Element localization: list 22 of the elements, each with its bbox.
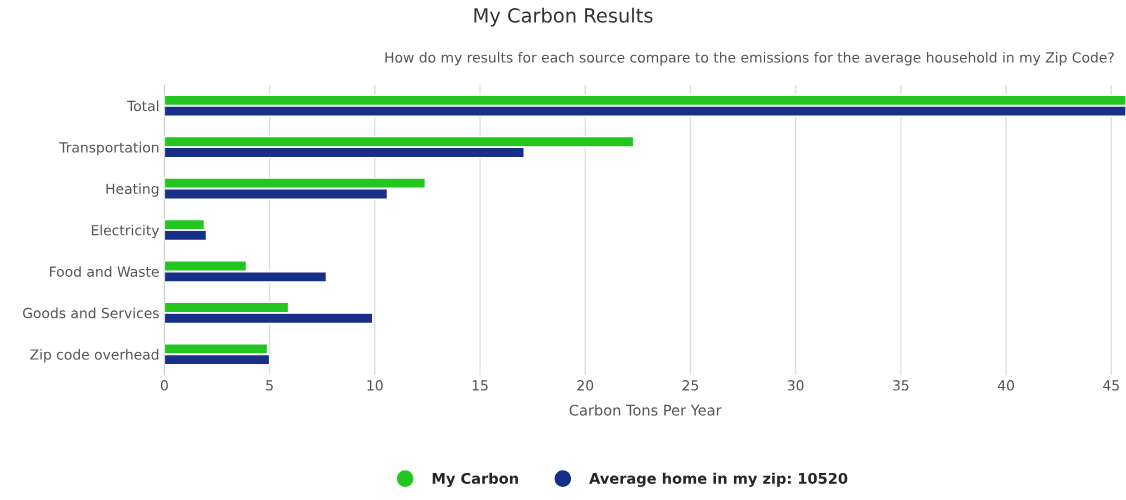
x-tick-label: 20 — [577, 380, 594, 391]
legend-label: My Carbon — [432, 472, 518, 487]
x-tick-label: 40 — [997, 380, 1014, 391]
x-tick-label: 0 — [160, 380, 168, 391]
x-tick-label: 15 — [472, 380, 488, 391]
x-tick-label: 30 — [787, 380, 804, 391]
y-tick-label: Heating — [106, 183, 159, 197]
legend-label: Average home in my zip: 10520 — [589, 472, 848, 487]
x-tick-label: 10 — [367, 380, 383, 391]
x-tick-label: 5 — [266, 380, 273, 391]
y-tick-label: Goods and Services — [22, 307, 159, 319]
x-axis-title: Carbon Tons Per Year — [569, 404, 722, 416]
y-tick-label: Transportation — [59, 141, 159, 156]
y-tick-label: Total — [127, 100, 159, 112]
x-tick-label: 45 — [1103, 380, 1119, 391]
x-tick-label: 35 — [893, 380, 909, 391]
chart-title: My Carbon Results — [474, 7, 653, 27]
y-tick-label: Zip code overhead — [30, 349, 159, 363]
y-tick-label: Electricity — [91, 224, 160, 239]
x-tick-label: 25 — [682, 380, 699, 391]
y-tick-label: Food and Waste — [50, 266, 159, 277]
chart-subtitle: How do my results for each source compare to the emissions for the average household in my Zip Code? — [385, 51, 1114, 66]
